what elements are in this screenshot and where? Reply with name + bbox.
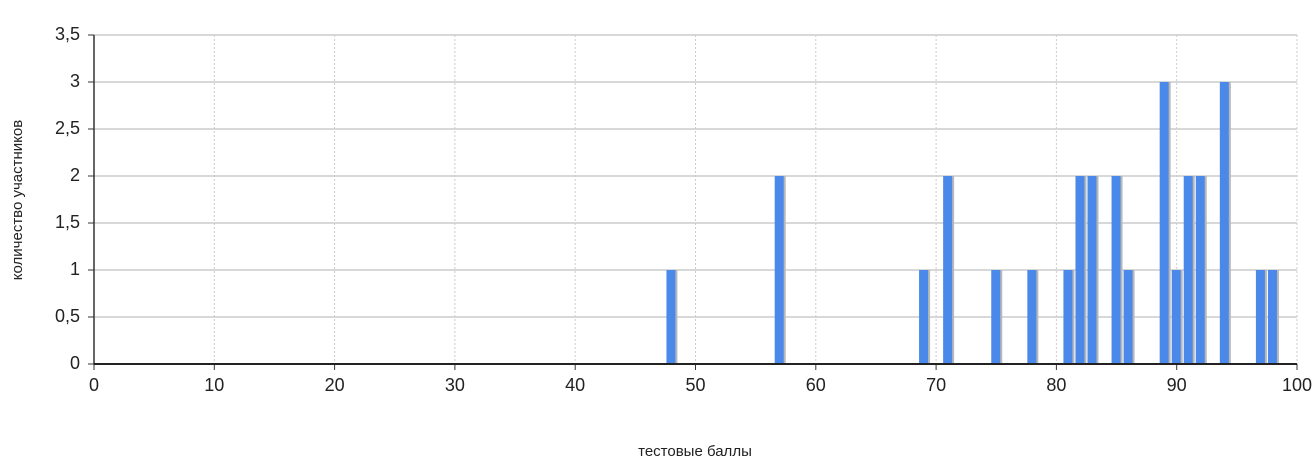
y-tick-label: 3 [70, 71, 80, 91]
x-tick-label: 50 [685, 375, 705, 395]
bar [666, 270, 676, 364]
y-tick-label: 2,5 [55, 118, 80, 138]
bar [1027, 270, 1037, 364]
x-tick-label: 80 [1046, 375, 1066, 395]
bar [774, 176, 784, 364]
bar [919, 270, 929, 364]
bar [1087, 176, 1097, 364]
x-tick-label: 10 [204, 375, 224, 395]
x-tick-label: 90 [1167, 375, 1187, 395]
x-tick-label: 40 [565, 375, 585, 395]
bar [1255, 270, 1265, 364]
x-tick-label: 60 [806, 375, 826, 395]
y-tick-label: 0 [70, 353, 80, 373]
y-axis-title: количество участников [9, 120, 26, 280]
bar [1063, 270, 1073, 364]
x-tick-label: 100 [1282, 375, 1312, 395]
bar [1267, 270, 1277, 364]
bar [1171, 270, 1181, 364]
x-tick-label: 20 [325, 375, 345, 395]
y-tick-label: 1 [70, 259, 80, 279]
x-tick-label: 0 [89, 375, 99, 395]
y-tick-label: 2 [70, 165, 80, 185]
x-tick-label: 30 [445, 375, 465, 395]
bar [1195, 176, 1205, 364]
y-tick-label: 1,5 [55, 212, 80, 232]
bar [1123, 270, 1133, 364]
y-tick-label: 0,5 [55, 306, 80, 326]
y-tick-label: 3,5 [55, 24, 80, 44]
x-axis-title: тестовые баллы [638, 443, 752, 460]
bar [1183, 176, 1193, 364]
bar [991, 270, 1001, 364]
bar [1111, 176, 1121, 364]
bar [1075, 176, 1085, 364]
x-tick-label: 70 [926, 375, 946, 395]
bar [1159, 82, 1169, 364]
bar [1219, 82, 1229, 364]
bar [943, 176, 953, 364]
